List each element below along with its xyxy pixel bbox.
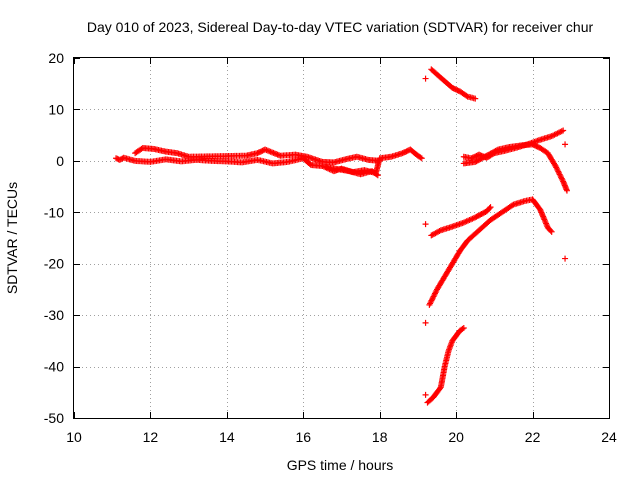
x-tick-label: 16 — [295, 429, 311, 445]
plot-frame — [73, 57, 610, 419]
data-point — [463, 92, 470, 99]
y-tick-label: 0 — [56, 153, 64, 169]
data-point — [418, 155, 425, 162]
data-points — [113, 66, 570, 406]
data-point — [460, 325, 467, 331]
y-tick-label: 20 — [48, 50, 64, 66]
x-tick-label: 22 — [525, 429, 541, 445]
data-point — [422, 319, 429, 326]
x-tick-label: 12 — [143, 429, 159, 445]
data-point — [374, 172, 381, 179]
series-arc-f — [424, 325, 467, 406]
data-point — [437, 385, 444, 392]
x-tick-label: 24 — [601, 429, 617, 445]
data-point — [422, 75, 429, 82]
x-tick-label: 10 — [66, 429, 82, 445]
y-tick-label: -10 — [44, 204, 64, 220]
data-point — [487, 204, 494, 211]
x-axis-label: GPS time / hours — [287, 457, 394, 473]
y-tick-label: -50 — [44, 410, 64, 426]
data-point — [376, 157, 383, 164]
data-point — [560, 127, 567, 134]
series-arc-d — [428, 204, 494, 239]
series-arc-a — [428, 66, 479, 102]
data-point — [472, 95, 479, 102]
y-tick-label: 10 — [48, 101, 64, 117]
axis-ticks: 10 12 14 16 18 20 22 24 -50 -40 -30 -20 -10 0 10 20 — [44, 50, 617, 445]
data-point — [422, 221, 429, 228]
y-tick-label: -20 — [44, 256, 64, 272]
data-point — [459, 325, 466, 332]
data-point — [436, 228, 443, 235]
data-point — [562, 141, 569, 148]
data-point — [509, 202, 516, 209]
data-point — [548, 228, 555, 235]
data-point — [373, 171, 380, 178]
x-tick-label: 14 — [219, 429, 235, 445]
data-point — [422, 391, 429, 398]
chart-title: Day 010 of 2023, Sidereal Day-to-day VTE… — [87, 19, 594, 35]
series-arc-c — [460, 141, 570, 194]
series-isolated — [422, 75, 569, 398]
series-main-band-upper — [132, 145, 383, 166]
series-arc-e — [426, 196, 555, 308]
data-point — [417, 154, 424, 161]
data-point — [493, 147, 500, 154]
x-tick-label: 18 — [372, 429, 388, 445]
grid-lines — [74, 58, 609, 418]
y-tick-label: -40 — [44, 359, 64, 375]
data-point — [486, 205, 493, 212]
data-point — [563, 187, 570, 194]
y-axis-label: SDTVAR / TECUs — [4, 182, 20, 294]
data-point — [547, 227, 554, 234]
data-point — [562, 255, 569, 262]
series-main-band-lower — [323, 164, 381, 179]
y-tick-label: -30 — [44, 307, 64, 323]
x-tick-label: 20 — [448, 429, 464, 445]
